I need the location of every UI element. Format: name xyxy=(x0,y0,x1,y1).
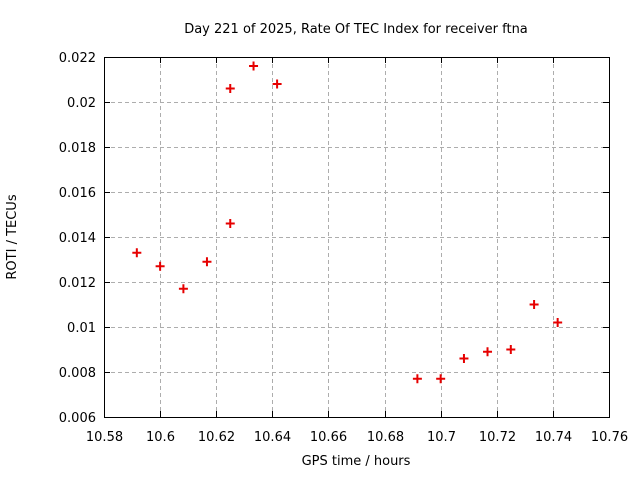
x-tick-label: 10.68 xyxy=(367,430,404,445)
data-point-marker xyxy=(155,261,165,271)
data-point-marker xyxy=(436,374,446,384)
data-points xyxy=(132,61,563,384)
x-tick-label: 10.62 xyxy=(198,430,235,445)
y-tick-label: 0.018 xyxy=(59,141,96,156)
grid-lines xyxy=(104,57,610,418)
y-tick-label: 0.006 xyxy=(59,411,96,426)
x-tick-label: 10.64 xyxy=(254,430,291,445)
y-tick-label: 0.012 xyxy=(59,276,96,291)
chart-title: Day 221 of 2025, Rate Of TEC Index for r… xyxy=(184,22,528,37)
data-point-marker xyxy=(529,300,539,309)
data-point-marker xyxy=(202,257,212,267)
y-tick-label: 0.02 xyxy=(67,96,96,111)
x-tick-label: 10.74 xyxy=(535,430,572,445)
x-tick-label: 10.66 xyxy=(310,430,347,445)
data-point-marker xyxy=(132,248,142,258)
data-point-marker xyxy=(553,318,563,327)
y-tick-label: 0.016 xyxy=(59,186,96,201)
y-tick-label: 0.008 xyxy=(59,366,96,381)
x-tick-label: 10.7 xyxy=(427,430,456,445)
y-tick-label: 0.022 xyxy=(59,51,96,66)
x-tick-label: 10.6 xyxy=(146,430,175,445)
x-tick-label: 10.58 xyxy=(86,430,123,445)
data-point-marker xyxy=(225,84,235,93)
x-axis-label: GPS time / hours xyxy=(302,454,411,469)
data-point-marker xyxy=(225,219,235,228)
y-tick-label: 0.01 xyxy=(67,321,96,336)
data-point-marker xyxy=(459,354,469,363)
data-point-marker xyxy=(249,61,259,71)
data-point-marker xyxy=(178,284,188,294)
y-axis-label: ROTI / TECUs xyxy=(5,194,20,279)
tick-labels: 10.58 10.6 10.62 10.64 10.66 10.68 10.7 10.72 10… xyxy=(59,51,628,445)
x-tick-label: 10.76 xyxy=(591,430,628,445)
data-point-marker xyxy=(483,347,493,357)
data-point-marker xyxy=(412,374,422,384)
y-tick-label: 0.014 xyxy=(59,231,96,246)
axis-ticks xyxy=(104,57,610,418)
data-point-marker xyxy=(272,79,282,89)
data-point-marker xyxy=(506,345,516,354)
x-tick-label: 10.72 xyxy=(479,430,516,445)
